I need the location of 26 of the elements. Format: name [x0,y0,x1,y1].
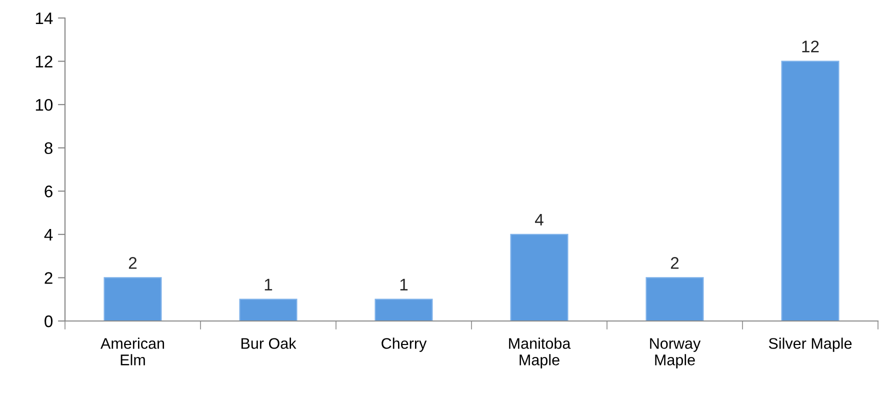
x-tick-label: Cherry [382,338,427,352]
data-label: 4 [535,214,544,226]
x-tick-label: American Elm [100,338,164,366]
y-tick-label: 0 [44,315,53,328]
y-tick-label: 6 [44,186,52,198]
x-tick-label: Silver Maple [768,338,852,352]
bar [510,234,568,321]
y-tick-label: 2 [44,272,52,284]
x-tick-label: Bur Oak [241,338,296,349]
data-label: 1 [264,278,272,290]
bar [374,298,433,321]
y-tick-label: 12 [36,56,52,68]
data-label: 2 [128,257,137,269]
data-label: 2 [670,257,679,269]
y-tick-label: 4 [44,229,53,240]
x-tick-label: Norway Maple [650,338,701,368]
x-tick-label: Manitoba Maple [509,338,571,368]
bar [239,298,298,321]
bar [781,60,840,321]
y-tick-label: 8 [44,142,52,154]
bar [646,277,704,321]
y-tick-label: 10 [36,98,53,111]
data-label: 12 [802,40,819,52]
y-tick-label: 14 [36,12,53,24]
data-label: 1 [400,278,408,290]
bar [104,277,162,321]
